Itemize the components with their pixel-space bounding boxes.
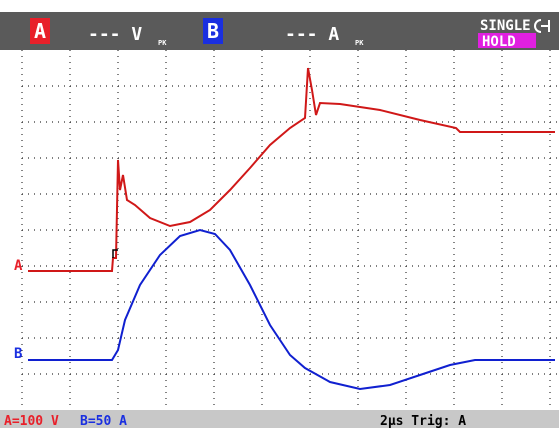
trace-a <box>28 67 555 272</box>
hold-box <box>478 33 536 48</box>
reading-a-sub: PK <box>158 39 167 47</box>
footer-bar <box>0 410 559 428</box>
reading-a: --- V <box>88 24 142 45</box>
grid <box>21 50 559 410</box>
trigger-icon <box>534 19 550 33</box>
channel-a: A <box>34 19 46 43</box>
timebase: 2µs Trig: A <box>380 414 466 428</box>
scale-a: A=100 V <box>4 414 59 428</box>
channel-a-box <box>30 18 50 44</box>
marker-a: A <box>14 258 23 274</box>
reading-b: --- A <box>285 24 339 45</box>
scale-b: B=50 A <box>80 414 127 428</box>
channel-b-box <box>203 18 223 44</box>
trigger-mark <box>112 249 118 258</box>
reading-b-sub: PK <box>355 39 364 47</box>
mode: SINGLE <box>480 18 531 34</box>
channel-b: B <box>207 19 219 43</box>
header-bar <box>0 12 559 50</box>
status: HOLD <box>482 34 516 50</box>
marker-b: B <box>14 346 22 362</box>
trace-b <box>28 228 555 391</box>
